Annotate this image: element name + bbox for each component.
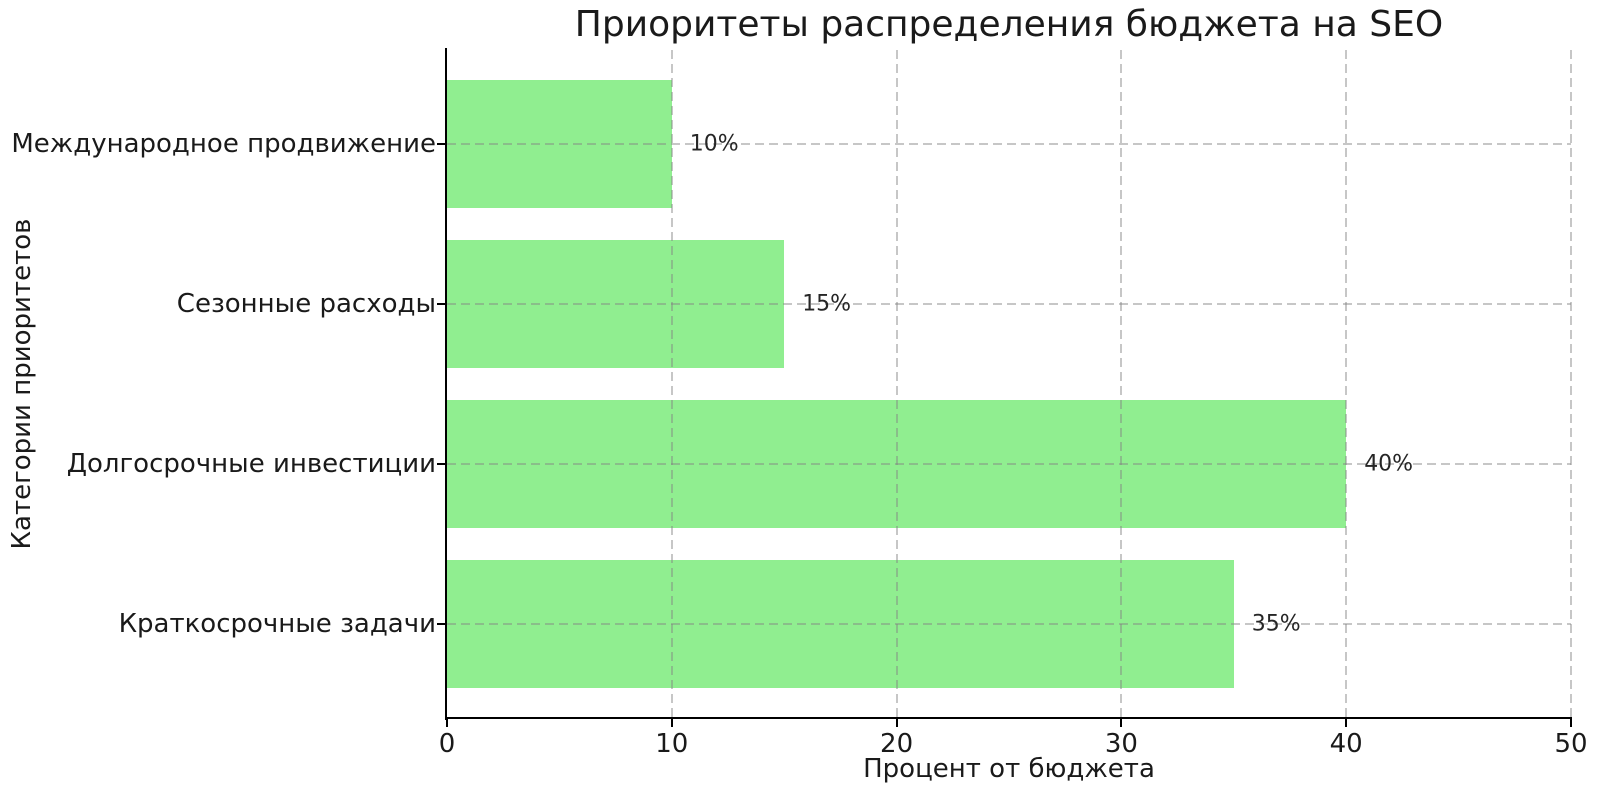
x-tick-label: 10 — [655, 729, 689, 759]
category-tick-label: Краткосрочные задачи — [118, 608, 436, 639]
bar-value-label: 10% — [689, 131, 739, 157]
y-axis-label: Категории приоритетов — [7, 218, 37, 550]
gridline-horizontal — [447, 622, 1571, 625]
gridline-vertical — [1120, 50, 1123, 718]
x-tick-label: 0 — [438, 729, 456, 759]
gridline-vertical — [895, 50, 898, 718]
y-tick-mark — [437, 462, 445, 465]
bar — [447, 240, 785, 369]
bar-value-label: 35% — [1251, 611, 1301, 637]
x-tick-mark — [1120, 719, 1123, 727]
gridline-vertical — [670, 50, 673, 718]
y-tick-mark — [437, 622, 445, 625]
x-axis-label: Процент от бюджета — [863, 754, 1155, 784]
bar — [447, 399, 1347, 528]
category-tick-label: Сезонные расходы — [176, 289, 436, 320]
gridline-horizontal — [447, 143, 1571, 146]
x-tick-mark — [446, 719, 448, 727]
x-tick-mark — [895, 719, 898, 727]
gridline-vertical — [1570, 50, 1572, 718]
x-tick-mark — [670, 719, 673, 727]
gridline-vertical — [1345, 50, 1348, 718]
gridline-horizontal — [447, 303, 1571, 306]
x-tick-label: 50 — [1554, 729, 1588, 759]
category-tick-label: Долгосрочные инвестиции — [66, 448, 436, 479]
y-axis-spine — [445, 48, 447, 720]
x-tick-mark — [1345, 719, 1348, 727]
y-tick-mark — [437, 303, 445, 306]
x-tick-mark — [1570, 719, 1572, 727]
x-tick-label: 20 — [880, 729, 914, 759]
x-tick-label: 40 — [1329, 729, 1363, 759]
x-axis-spine — [445, 717, 1572, 719]
chart-title: Приоритеты распределения бюджета на SEO — [574, 4, 1444, 45]
gridline-horizontal — [447, 462, 1571, 465]
x-tick-label: 30 — [1104, 729, 1138, 759]
bar — [447, 80, 672, 209]
y-tick-mark — [437, 143, 445, 146]
bar — [447, 559, 1234, 688]
category-tick-label: Международное продвижение — [11, 129, 436, 160]
bar-value-label: 40% — [1364, 451, 1414, 477]
bar-value-label: 15% — [802, 291, 852, 317]
